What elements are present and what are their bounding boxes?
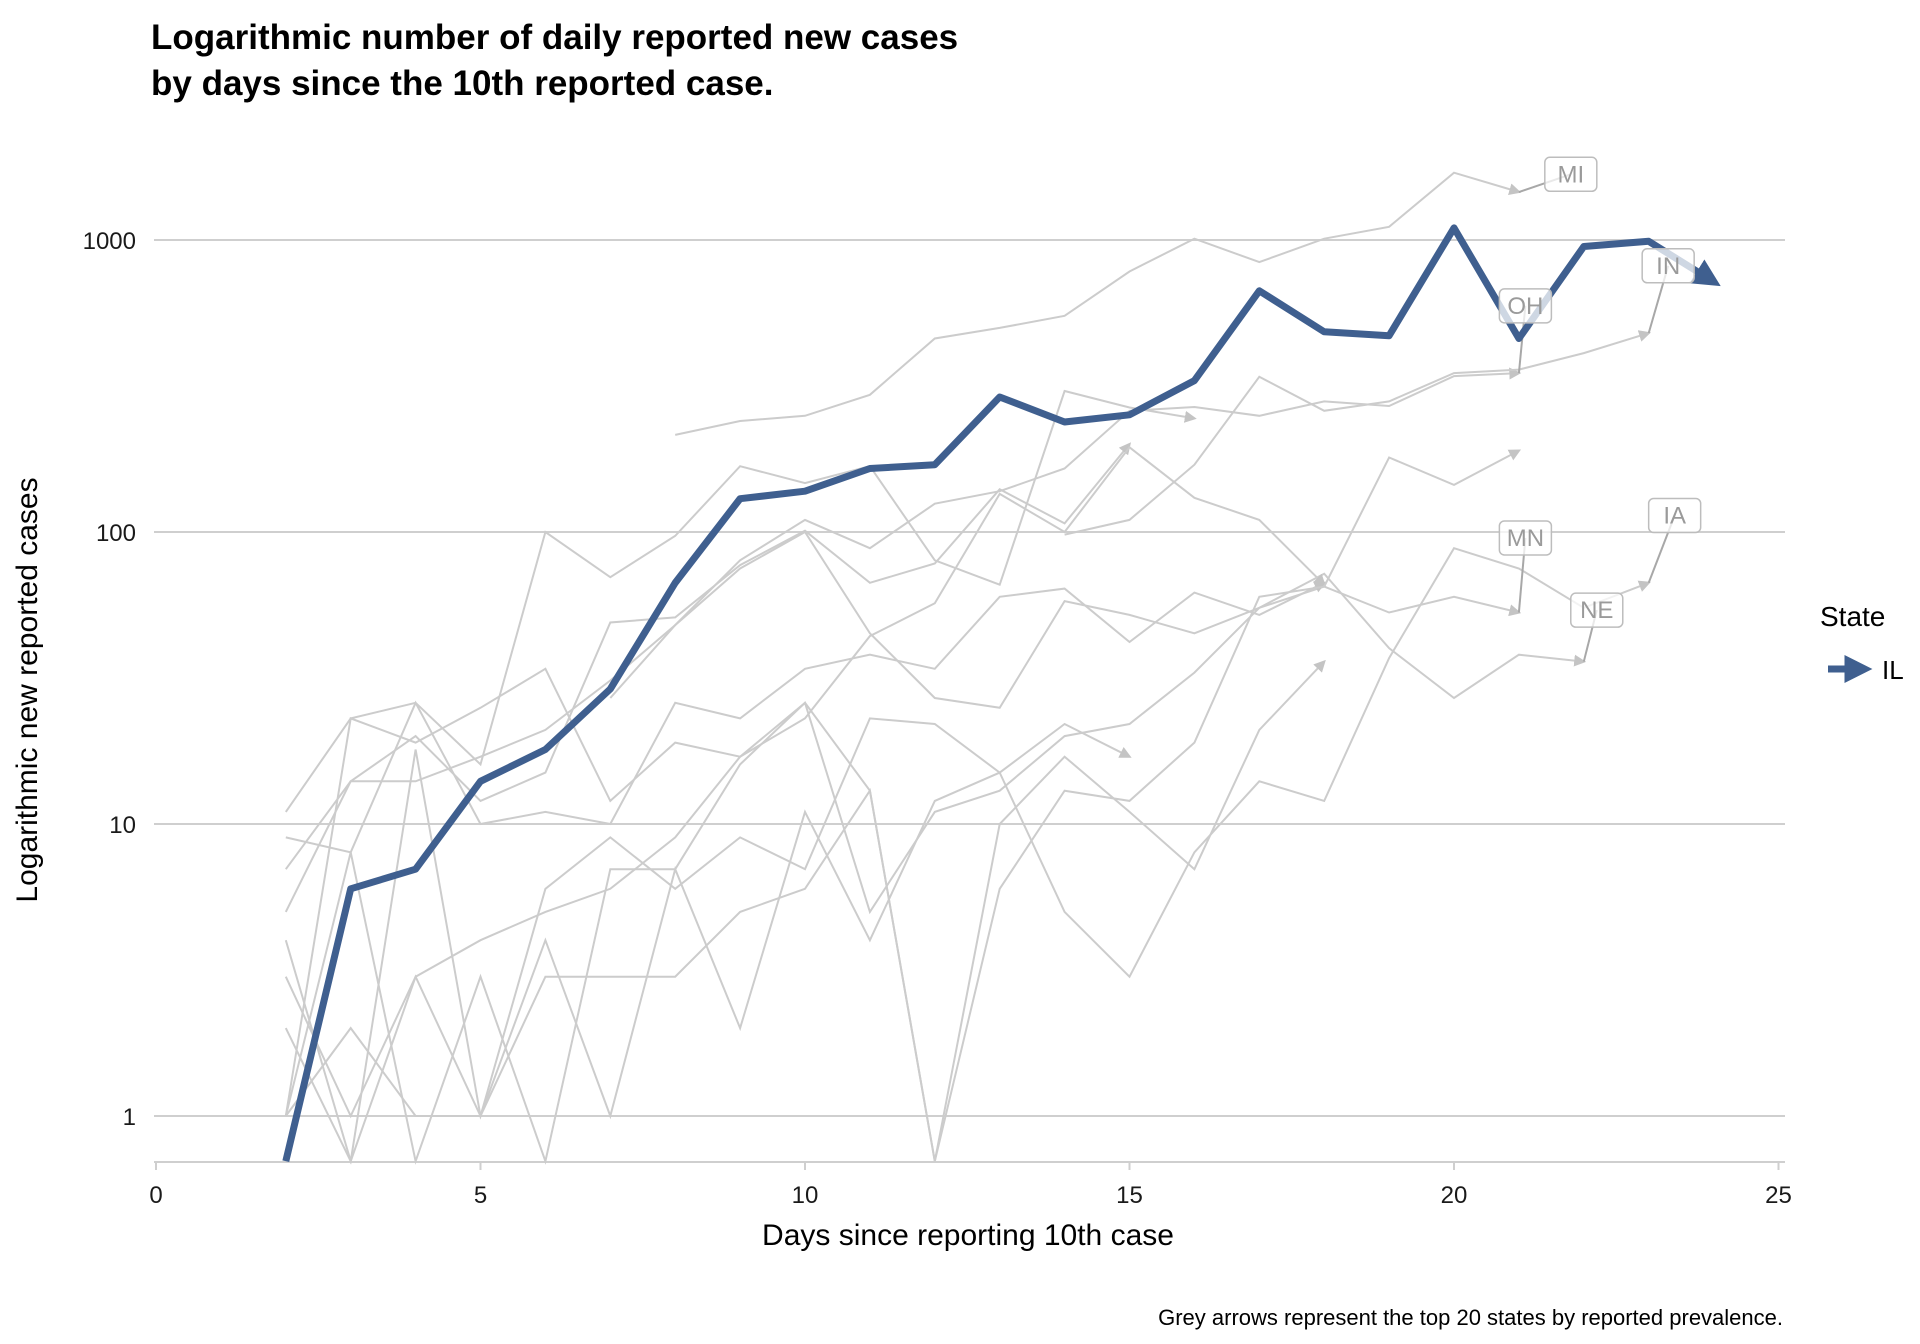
- background-series-13: [284, 449, 1522, 1162]
- chart-title-line-2: by days since the 10th reported case.: [151, 64, 773, 103]
- x-tick-label-25: 25: [1765, 1182, 1792, 1209]
- background-series-9: [284, 442, 1132, 913]
- x-tick-label-0: 0: [149, 1182, 162, 1209]
- state-label-box-in: [1641, 248, 1695, 284]
- state-label-box-oh: [1498, 288, 1553, 324]
- state-label-in: IN: [1656, 253, 1680, 280]
- y-tick-label-1: 1: [123, 1104, 136, 1131]
- background-series-ne: [284, 572, 1587, 1165]
- y-axis: 1 10 100 1000: [83, 228, 136, 1131]
- state-label-ne: NE: [1580, 597, 1613, 624]
- gridlines: [154, 239, 1785, 1117]
- highlight-series: [282, 224, 1721, 1163]
- y-axis-title: Logarithmic new reported cases: [11, 477, 44, 902]
- legend-label-il: IL: [1882, 655, 1904, 685]
- state-label-box-mi: [1544, 156, 1598, 193]
- state-label-oh: OH: [1507, 293, 1543, 320]
- chart-caption: Grey arrows represent the top 20 states …: [1158, 1305, 1783, 1330]
- background-series-7: [284, 389, 1197, 813]
- legend-title: State: [1820, 601, 1885, 632]
- state-label-mi: MI: [1557, 161, 1584, 188]
- y-tick-label-10: 10: [109, 812, 136, 839]
- state-label-mn: MN: [1507, 525, 1544, 552]
- legend: State IL: [1820, 601, 1904, 685]
- background-series-11: [284, 722, 1132, 1165]
- chart-title-line-1: Logarithmic number of daily reported new…: [151, 18, 958, 57]
- state-label-ia: IA: [1663, 502, 1686, 529]
- x-axis-title: Days since reporting 10th case: [762, 1219, 1174, 1252]
- y-tick-label-100: 100: [96, 520, 136, 547]
- x-tick-label-15: 15: [1116, 1182, 1143, 1209]
- highlight-series-il-line: [282, 224, 1721, 1163]
- background-series-12: [284, 659, 1326, 1165]
- background-series-8: [285, 581, 1327, 854]
- background-series-10: [284, 445, 1326, 1117]
- x-tick-label-20: 20: [1441, 1182, 1468, 1209]
- x-tick-label-5: 5: [474, 1182, 487, 1209]
- x-tick-label-10: 10: [792, 1182, 819, 1209]
- background-series-lines: [284, 171, 1651, 1165]
- background-series-in: [1064, 330, 1651, 536]
- x-axis: 0 5 10 15 20 25: [149, 1161, 1792, 1209]
- state-label-box-ne: [1570, 592, 1624, 628]
- state-labels: MI OH IN MN NE IA: [1498, 156, 1702, 628]
- state-label-box-ia: [1647, 497, 1702, 534]
- background-series-ia: [284, 547, 1651, 1119]
- background-series-mi: [674, 171, 1522, 436]
- background-series-mn: [284, 530, 1522, 870]
- state-label-box-mn: [1498, 520, 1553, 556]
- y-tick-label-1000: 1000: [83, 228, 136, 255]
